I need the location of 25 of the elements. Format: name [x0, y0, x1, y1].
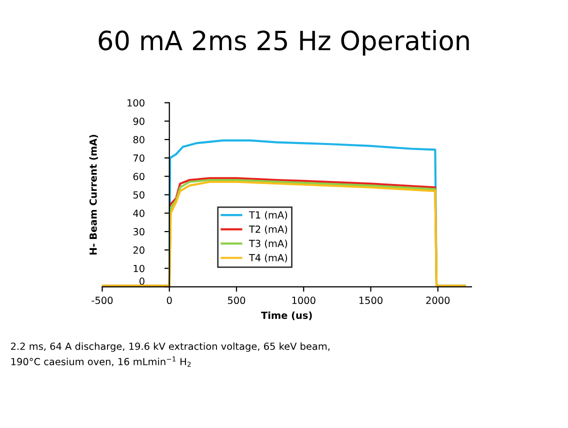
y-tick-label: 60	[133, 172, 144, 180]
x-tick-label: 500	[228, 296, 246, 304]
x-tick-label: -500	[92, 296, 113, 304]
legend-label: T1 (mA)	[248, 211, 288, 220]
x-tick-label: 2000	[426, 296, 450, 304]
y-tick-label: 100	[128, 99, 144, 107]
y-tick-label: 50	[133, 191, 144, 199]
y-tick-label: 0	[140, 278, 144, 285]
x-tick-label: 0	[166, 296, 172, 304]
x-tick-label: 1500	[359, 296, 382, 304]
y-tick-label: 20	[133, 246, 144, 254]
y-axis-title: H- Beam Current (mA)	[89, 134, 98, 255]
x-axis-title: Time (us)	[261, 311, 312, 320]
y-tick-label: 10	[134, 264, 144, 272]
y-tick-label: 30	[133, 228, 144, 236]
x-tick-label: 1000	[292, 296, 316, 304]
chart-title: 60 mA 2ms 25 Hz Operation	[98, 30, 469, 56]
legend-label: T4 (mA)	[248, 254, 288, 263]
text: 2.2 ms, 64 A discharge, 19.6 kV extraction voltage, 65 keV beam, 190°C caesium oven, 16 mLmin$^{−1}$ H$_{2}$	[11, 342, 330, 367]
legend-label: T2 (mA)	[248, 225, 288, 234]
y-tick-label: 70	[133, 154, 144, 162]
y-tick-label: 40	[133, 210, 144, 217]
y-tick-label: 80	[133, 136, 144, 144]
y-tick-label: 90	[133, 118, 144, 125]
legend-label: T3 (mA)	[248, 240, 288, 248]
